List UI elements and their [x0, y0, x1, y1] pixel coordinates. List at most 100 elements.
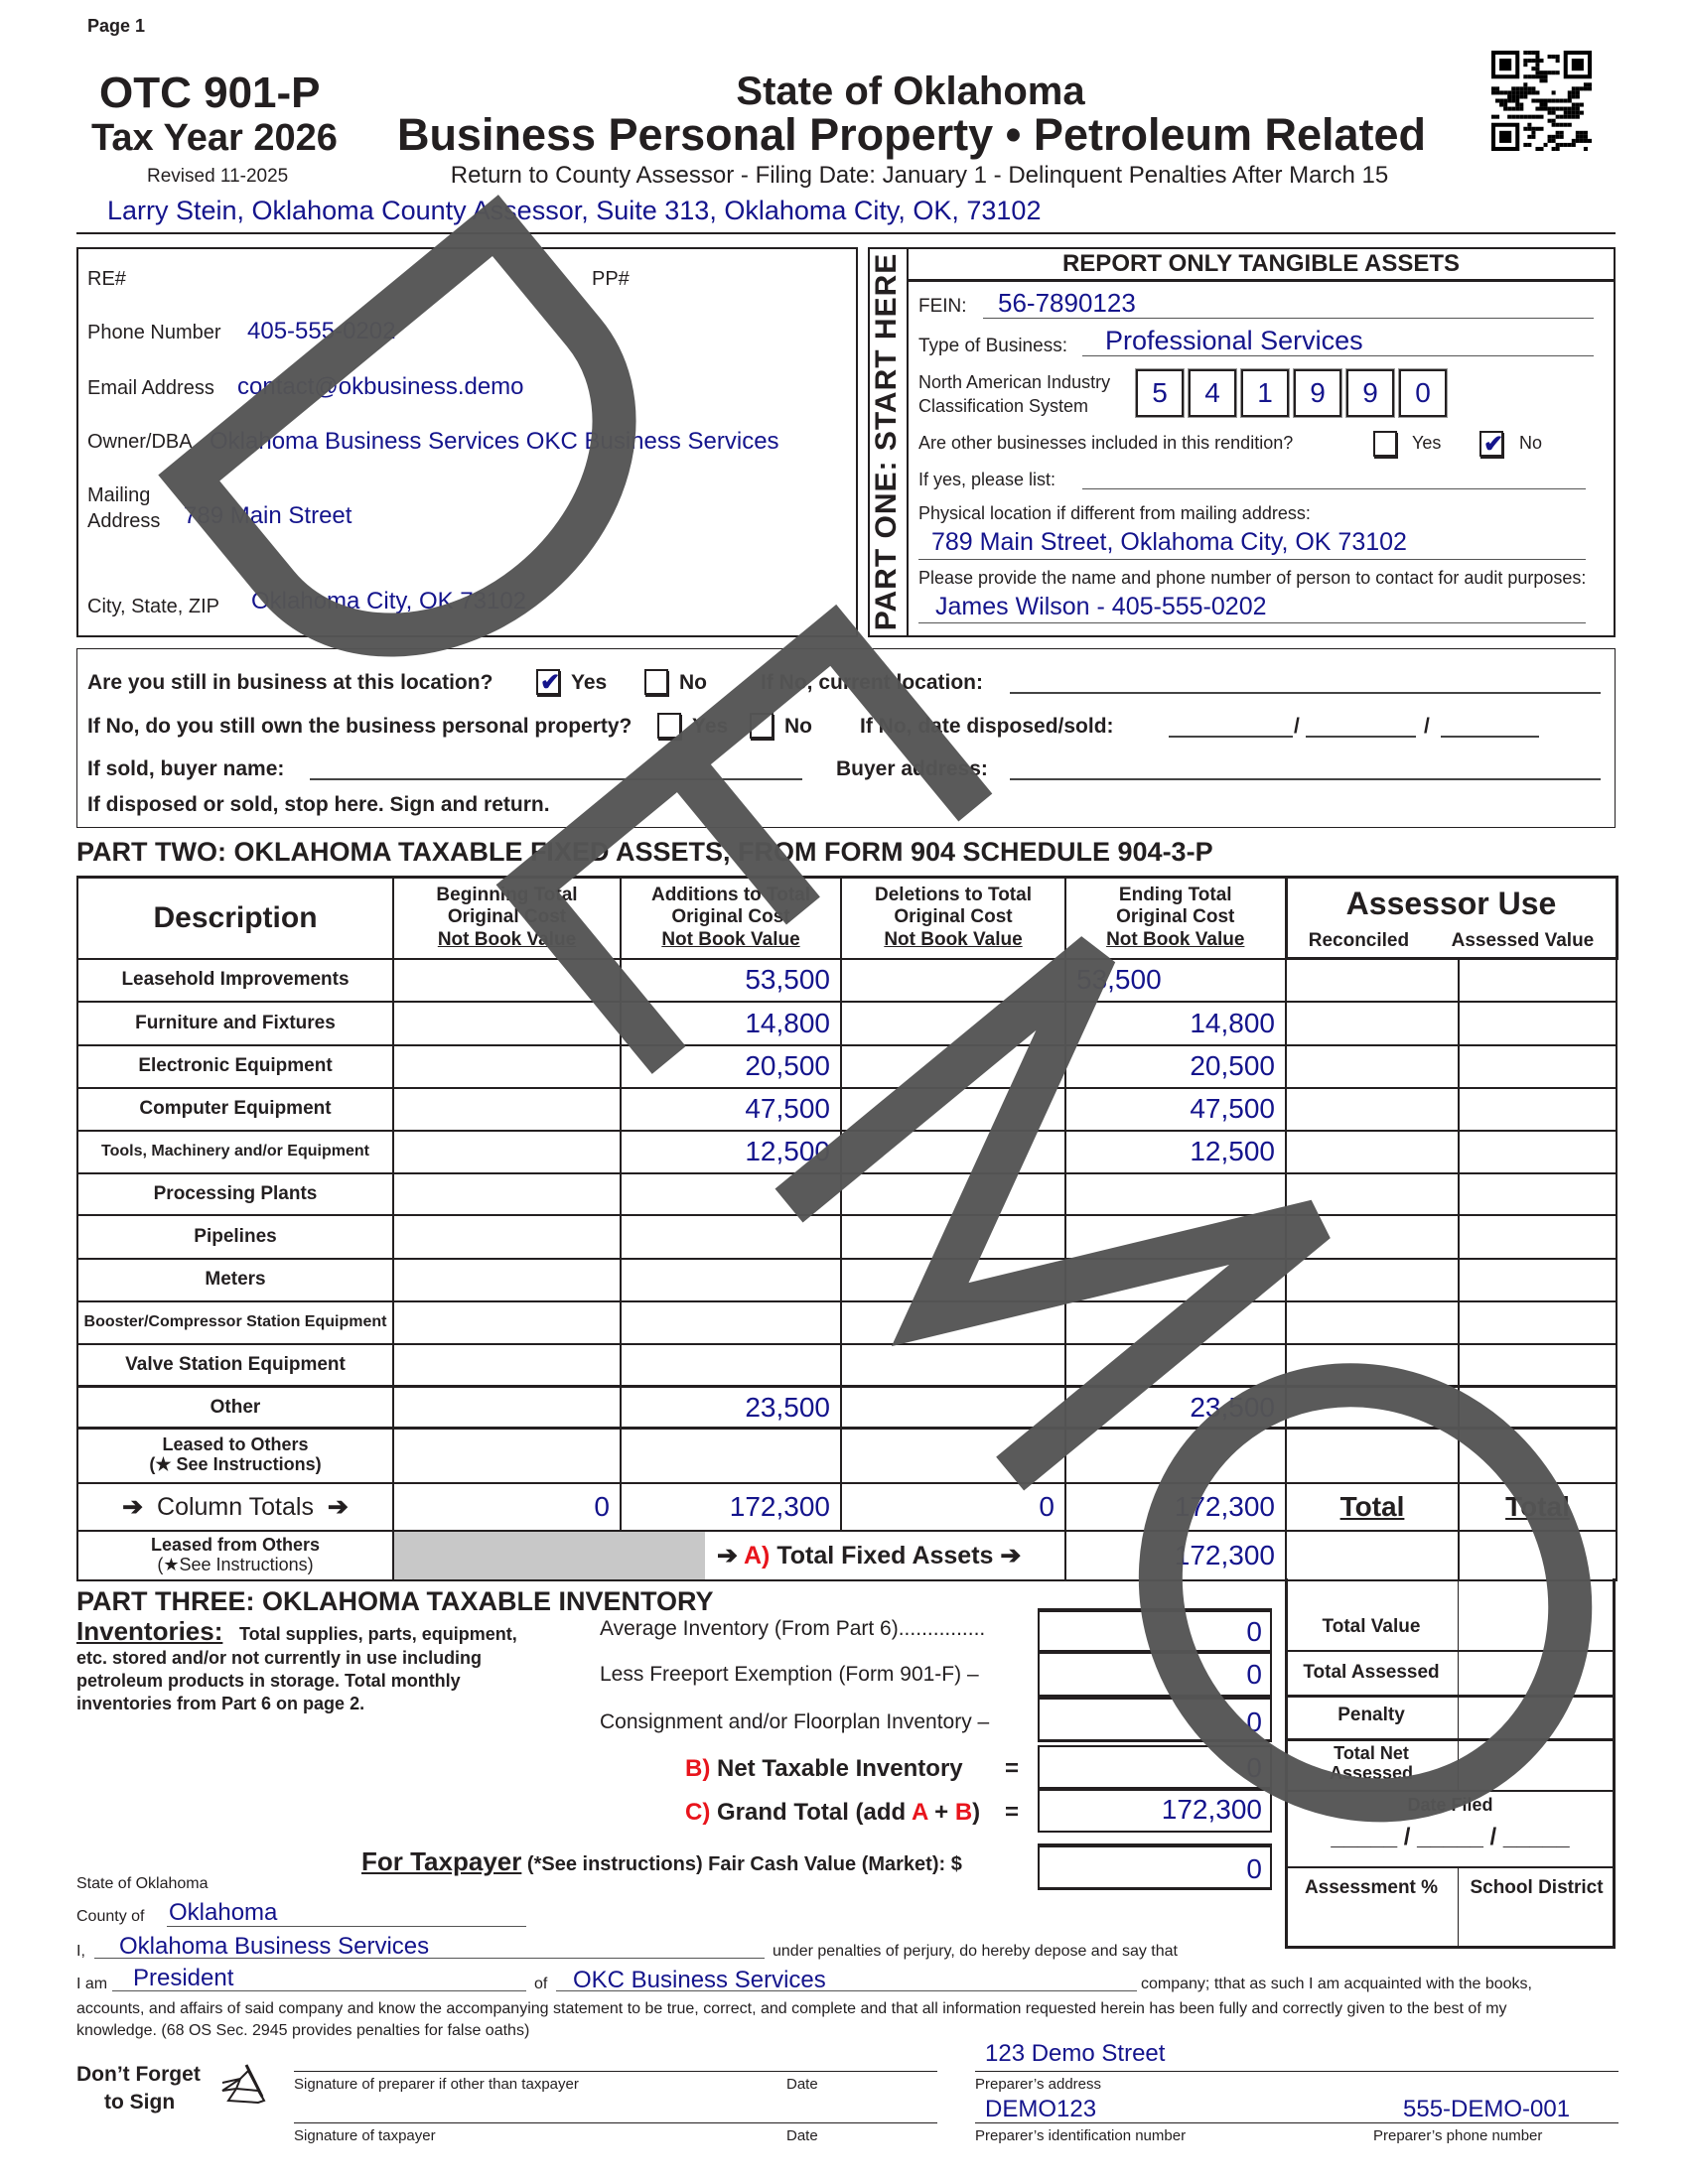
additions-cell[interactable] [620, 1299, 842, 1345]
ending-cell[interactable] [1064, 1342, 1287, 1388]
other-businesses-yes-checkbox[interactable] [1373, 431, 1397, 457]
table-row: Booster/Compressor Station Equipment [76, 1299, 1618, 1345]
naics-digit-box[interactable]: 1 [1241, 369, 1289, 417]
ending-cell[interactable]: 53,500 [1064, 957, 1287, 1003]
deletions-cell[interactable] [840, 1000, 1066, 1046]
naics-digit-box[interactable]: 9 [1346, 369, 1394, 417]
deletions-total[interactable]: 0 [840, 1481, 1066, 1532]
other-businesses-no-checkbox[interactable]: ✔ [1479, 431, 1503, 458]
average-inventory-field[interactable]: 0 [1038, 1608, 1272, 1652]
date-day-field[interactable] [1306, 736, 1416, 738]
still-own-yes-checkbox[interactable] [657, 713, 681, 739]
additions-cell[interactable]: 14,800 [620, 1000, 842, 1046]
beginning-cell[interactable] [392, 1129, 622, 1174]
consignment-field[interactable]: 0 [1038, 1697, 1272, 1742]
city-field[interactable]: Oklahoma City, OK 73102 [251, 588, 527, 614]
still-own-no-checkbox[interactable] [750, 713, 774, 739]
current-location-field[interactable] [1010, 692, 1601, 694]
ending-cell[interactable]: 47,500 [1064, 1086, 1287, 1132]
reconciled-cell [1285, 1213, 1460, 1260]
company-field[interactable]: OKC Business Services [573, 1967, 826, 1993]
net-taxable-field[interactable]: 0 [1038, 1745, 1272, 1789]
deletions-cell[interactable] [840, 957, 1066, 1003]
additions-cell[interactable] [620, 1342, 842, 1388]
deletions-cell[interactable] [840, 1257, 1066, 1302]
other-businesses-label: Are other businesses included in this re… [918, 433, 1294, 453]
naics-digit-box[interactable]: 0 [1399, 369, 1447, 417]
ending-cell[interactable] [1064, 1213, 1287, 1260]
ending-total[interactable]: 172,300 [1064, 1481, 1287, 1532]
additions-cell[interactable]: 47,500 [620, 1086, 842, 1132]
grand-total-field[interactable]: 172,300 [1038, 1789, 1272, 1833]
owner-field[interactable]: Oklahoma Business Services OKC Business … [210, 428, 779, 455]
cell[interactable] [840, 1427, 1066, 1484]
cell[interactable] [392, 1427, 622, 1484]
additions-cell[interactable] [620, 1213, 842, 1260]
ending-cell[interactable]: 12,500 [1064, 1129, 1287, 1174]
fein-field[interactable]: 56-7890123 [998, 288, 1136, 318]
preparer-id-field[interactable]: DEMO123 [985, 2096, 1097, 2122]
deletions-cell[interactable] [840, 1043, 1066, 1089]
beginning-cell[interactable] [392, 1213, 622, 1260]
beginning-cell[interactable] [392, 1385, 622, 1430]
still-in-business-no-checkbox[interactable] [644, 669, 668, 695]
beginning-cell[interactable] [392, 957, 622, 1003]
preparer-address-field[interactable]: 123 Demo Street [985, 2040, 1166, 2067]
date-month-field[interactable] [1169, 736, 1293, 738]
beginning-cell[interactable] [392, 1171, 622, 1216]
ending-cell[interactable]: 23,500 [1064, 1385, 1287, 1430]
ending-cell[interactable] [1064, 1257, 1287, 1302]
email-field[interactable]: contact@okbusiness.demo [237, 373, 524, 400]
ending-cell[interactable] [1064, 1299, 1287, 1345]
cell[interactable] [620, 1427, 842, 1484]
additions-cell[interactable] [620, 1171, 842, 1216]
county-field[interactable]: Oklahoma [169, 1899, 278, 1926]
beginning-cell[interactable] [392, 1043, 622, 1089]
beginning-cell[interactable] [392, 1299, 622, 1345]
buyer-name-field[interactable] [310, 778, 802, 780]
preparer-signature-line[interactable] [294, 2071, 937, 2072]
still-in-business-yes-checkbox[interactable]: ✔ [536, 669, 560, 696]
additions-cell[interactable]: 20,500 [620, 1043, 842, 1089]
consignment-label: Consignment and/or Floorplan Inventory – [600, 1710, 990, 1733]
deletions-cell[interactable] [840, 1086, 1066, 1132]
title-field[interactable]: President [133, 1965, 234, 1991]
preparer-phone-field[interactable]: 555-DEMO-001 [1403, 2096, 1571, 2122]
beginning-total[interactable]: 0 [392, 1481, 622, 1532]
physical-location-field[interactable]: 789 Main Street, Oklahoma City, OK 73102 [931, 528, 1407, 556]
declarant-name-field[interactable]: Oklahoma Business Services [119, 1933, 430, 1960]
ending-cell[interactable]: 14,800 [1064, 1000, 1287, 1046]
beginning-cell[interactable] [392, 1086, 622, 1132]
ending-cell[interactable] [1064, 1171, 1287, 1216]
beginning-cell[interactable] [392, 1257, 622, 1302]
business-type-field[interactable]: Professional Services [1105, 326, 1363, 355]
beginning-cell[interactable] [392, 1000, 622, 1046]
total-fixed-assets-value[interactable]: 172,300 [1064, 1529, 1287, 1581]
freeport-field[interactable]: 0 [1038, 1652, 1272, 1697]
additions-cell[interactable]: 53,500 [620, 957, 842, 1003]
deletions-cell[interactable] [840, 1129, 1066, 1174]
naics-digit-box[interactable]: 5 [1136, 369, 1184, 417]
date-year-field[interactable] [1441, 736, 1539, 738]
additions-cell[interactable] [620, 1257, 842, 1302]
phone-field[interactable]: 405-555-0202 [247, 318, 396, 344]
total-fixed-assets-cell: ➔ A) Total Fixed Assets ➔ [392, 1529, 1066, 1581]
deletions-cell[interactable] [840, 1213, 1066, 1260]
beginning-cell[interactable] [392, 1342, 622, 1388]
additions-total[interactable]: 172,300 [620, 1481, 842, 1532]
deletions-cell[interactable] [840, 1385, 1066, 1430]
naics-digit-box[interactable]: 9 [1294, 369, 1341, 417]
deletions-cell[interactable] [840, 1299, 1066, 1345]
fair-cash-field[interactable]: 0 [1038, 1843, 1272, 1890]
buyer-address-field[interactable] [1010, 778, 1601, 780]
audit-contact-field[interactable]: James Wilson - 405-555-0202 [935, 593, 1267, 620]
cell[interactable] [1064, 1427, 1287, 1484]
taxpayer-signature-line[interactable] [294, 2122, 937, 2123]
ending-cell[interactable]: 20,500 [1064, 1043, 1287, 1089]
deletions-cell[interactable] [840, 1171, 1066, 1216]
deletions-cell[interactable] [840, 1342, 1066, 1388]
additions-cell[interactable]: 12,500 [620, 1129, 842, 1174]
additions-cell[interactable]: 23,500 [620, 1385, 842, 1430]
mailing-address-field[interactable]: 789 Main Street [184, 502, 352, 529]
naics-digit-box[interactable]: 4 [1189, 369, 1236, 417]
